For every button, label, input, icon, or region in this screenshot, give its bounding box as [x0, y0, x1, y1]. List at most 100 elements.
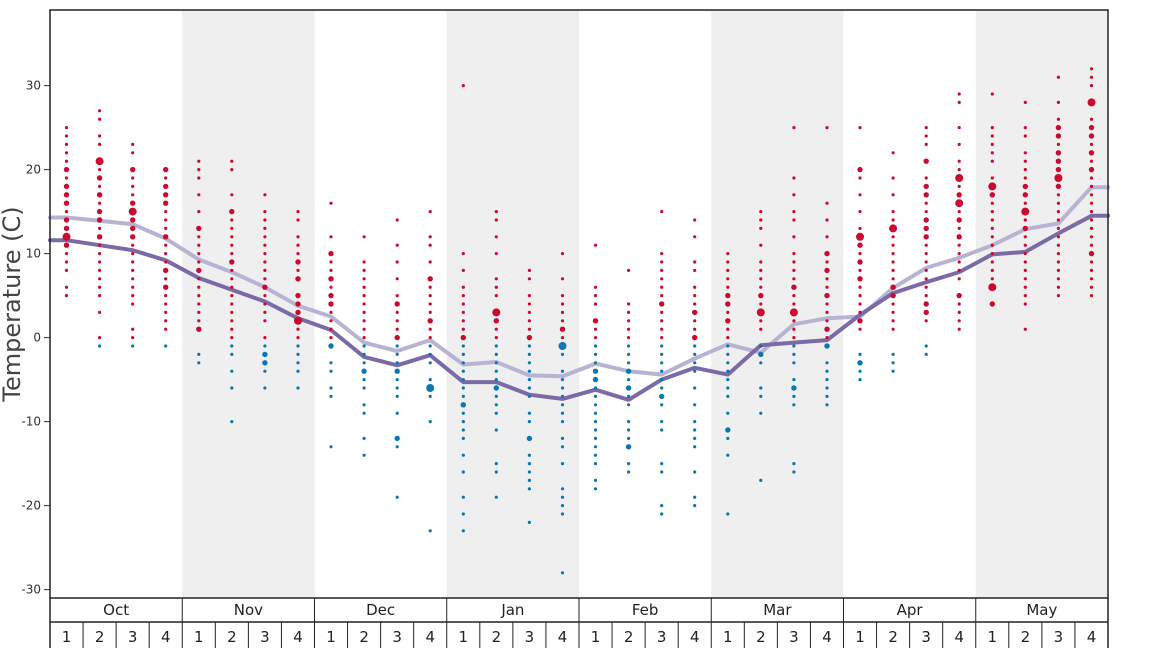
- temperature-point: [163, 200, 169, 206]
- temperature-point: [792, 268, 796, 272]
- temperature-point: [955, 199, 964, 208]
- temperature-point: [627, 336, 631, 340]
- temperature-point: [660, 210, 664, 214]
- week-label: 1: [459, 628, 469, 646]
- temperature-point: [924, 176, 928, 180]
- temperature-point: [526, 334, 533, 341]
- temperature-point: [527, 470, 532, 474]
- temperature-point: [461, 294, 465, 298]
- temperature-point: [957, 210, 961, 214]
- temperature-point: [726, 336, 730, 340]
- temperature-point: [825, 310, 829, 314]
- temperature-point: [693, 470, 697, 474]
- temperature-point: [1023, 302, 1027, 306]
- temperature-point: [428, 294, 432, 298]
- temperature-point: [726, 361, 730, 365]
- temperature-point: [660, 403, 664, 407]
- temperature-point: [263, 243, 267, 247]
- temperature-point: [494, 235, 498, 239]
- temperature-point: [924, 319, 928, 323]
- temperature-point: [660, 252, 664, 256]
- temperature-point: [527, 453, 532, 457]
- temperature-point: [956, 192, 962, 198]
- temperature-point: [891, 319, 895, 323]
- temperature-point: [296, 268, 300, 272]
- temperature-point: [527, 520, 532, 525]
- temperature-point: [1089, 235, 1094, 239]
- temperature-point: [230, 310, 234, 314]
- temperature-point: [131, 176, 135, 180]
- week-label: 3: [921, 628, 931, 646]
- temperature-point: [362, 319, 366, 323]
- temperature-point: [164, 260, 168, 264]
- temperature-point: [494, 369, 498, 373]
- temperature-point: [1023, 277, 1027, 281]
- week-label: 3: [525, 628, 535, 646]
- temperature-point: [329, 394, 333, 398]
- temperature-point: [164, 252, 168, 256]
- temperature-point: [164, 327, 168, 331]
- temperature-point: [1088, 250, 1095, 257]
- temperature-point: [1089, 218, 1094, 222]
- temperature-point: [825, 260, 829, 264]
- temperature-point: [957, 252, 961, 256]
- temperature-point: [792, 336, 796, 340]
- temperature-point: [858, 268, 862, 272]
- month-band: [975, 10, 1108, 598]
- temperature-point: [197, 319, 201, 323]
- month-bands: [182, 10, 1108, 598]
- temperature-point: [990, 277, 994, 281]
- temperature-point: [362, 294, 366, 298]
- temperature-point: [1056, 268, 1060, 272]
- temperature-point: [824, 292, 830, 299]
- temperature-point: [131, 302, 135, 306]
- month-band: [711, 10, 844, 598]
- temperature-point: [923, 225, 929, 232]
- temperature-point: [990, 92, 994, 96]
- temperature-point: [660, 277, 664, 281]
- week-label: 2: [1021, 628, 1031, 646]
- temperature-point: [131, 294, 135, 298]
- temperature-point: [560, 495, 565, 499]
- temperature-point: [263, 235, 267, 239]
- temperature-point: [593, 453, 598, 457]
- temperature-point: [131, 277, 135, 281]
- temperature-point: [494, 378, 498, 382]
- temperature-point: [726, 344, 730, 348]
- month-label: Dec: [366, 601, 395, 619]
- month-label: May: [1026, 601, 1057, 619]
- temperature-point: [98, 109, 102, 113]
- temperature-point: [560, 310, 565, 314]
- temperature-point: [759, 285, 763, 289]
- temperature-point: [792, 462, 796, 466]
- temperature-point: [891, 327, 895, 331]
- temperature-point: [296, 344, 300, 348]
- temperature-point: [527, 294, 532, 298]
- temperature-point: [759, 218, 763, 222]
- temperature-point: [197, 210, 201, 214]
- temperature-point: [395, 445, 399, 449]
- temperature-point: [197, 193, 201, 197]
- temperature-point: [924, 260, 928, 264]
- temperature-point: [858, 285, 862, 289]
- temperature-point: [395, 310, 399, 314]
- temperature-point: [164, 210, 168, 214]
- temperature-point: [64, 260, 69, 264]
- temperature-point: [825, 277, 829, 281]
- temperature-point: [527, 327, 532, 331]
- temperature-point: [1055, 133, 1062, 139]
- temperature-point: [461, 369, 465, 373]
- temperature-point: [230, 277, 234, 281]
- temperature-point: [63, 225, 70, 232]
- temperature-point: [1022, 192, 1028, 198]
- temperature-point: [726, 369, 730, 373]
- temperature-point: [1056, 252, 1060, 256]
- temperature-point: [756, 308, 765, 317]
- temperature-point: [890, 284, 896, 290]
- temperature-point: [362, 411, 366, 415]
- temperature-point: [593, 344, 598, 348]
- temperature-point: [329, 327, 333, 331]
- temperature-point: [1089, 285, 1094, 289]
- temperature-point: [163, 166, 169, 173]
- temperature-point: [461, 378, 465, 382]
